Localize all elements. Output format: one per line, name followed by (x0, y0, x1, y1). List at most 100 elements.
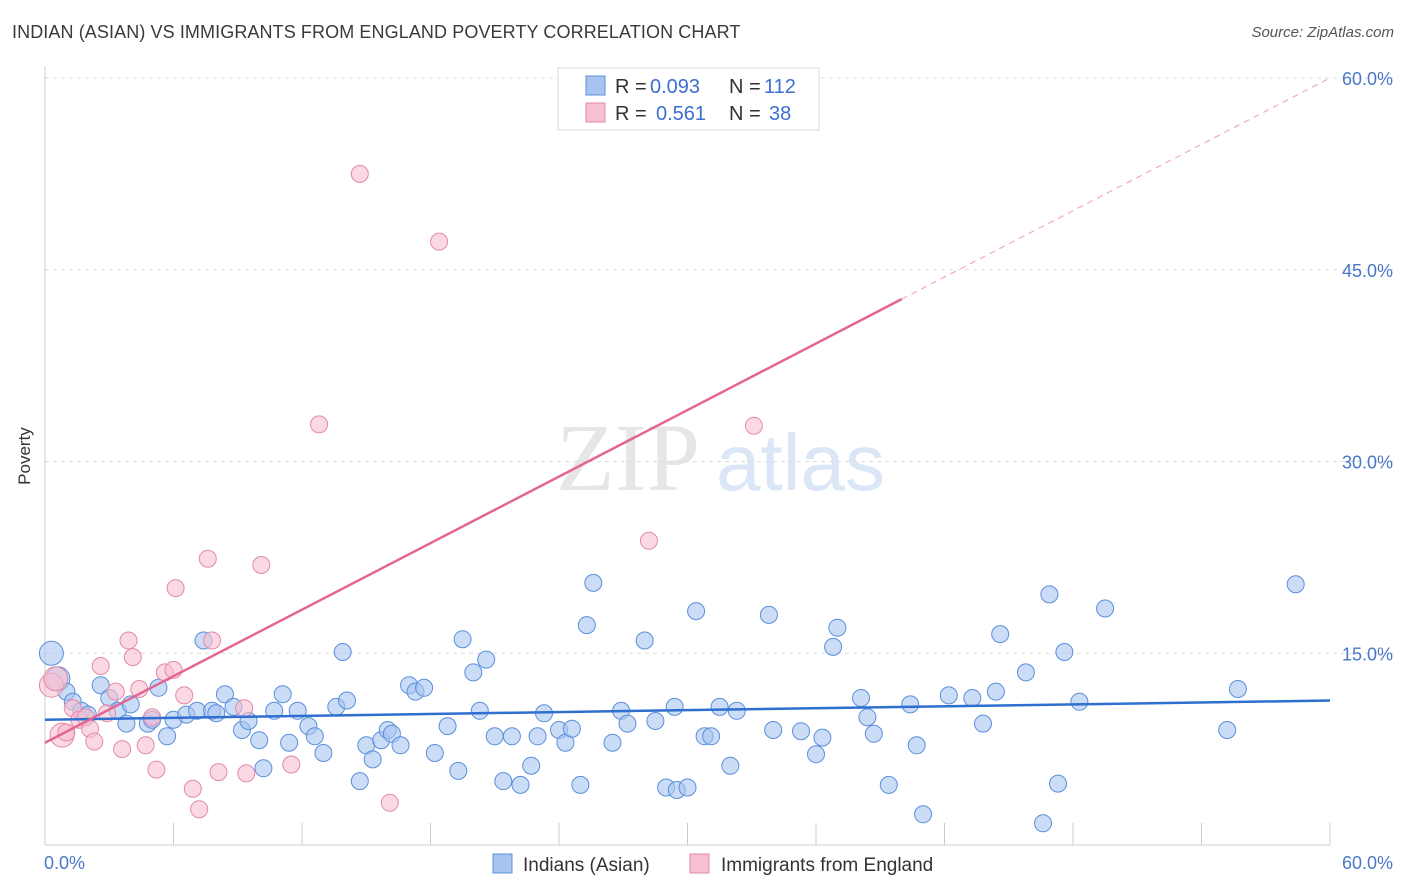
indians-point-57 (511, 775, 530, 794)
england-point-34 (380, 793, 399, 812)
indians-point-104 (1049, 774, 1067, 793)
england-point-32 (310, 415, 329, 434)
indians-point-85 (807, 745, 825, 764)
england-point-25 (198, 549, 217, 568)
indians-point-51 (464, 663, 483, 682)
england-point-11 (106, 682, 125, 701)
indians-point-82 (759, 605, 778, 624)
indians-point-103 (1040, 585, 1059, 604)
series-immigrants-from-england (38, 164, 763, 819)
indians-point-39 (363, 750, 382, 769)
indians-point-90 (858, 708, 877, 727)
legend-n-value-england: 38 (769, 103, 791, 125)
legend-n-label-indians: N = (729, 76, 761, 98)
indians-point-94 (907, 736, 926, 755)
indians-point-58 (522, 756, 541, 775)
indians-point-79 (710, 697, 729, 716)
indians-point-49 (449, 761, 468, 780)
indians-point-75 (678, 778, 697, 797)
indians-point-105 (1055, 643, 1074, 661)
indians-point-21 (215, 685, 234, 704)
indians-point-54 (485, 727, 504, 746)
y-tick-label-1: 30.0% (1342, 453, 1393, 473)
indians-point-63 (562, 719, 581, 738)
y-tick-labels: 15.0% 30.0% 45.0% 60.0% (1342, 69, 1393, 664)
indians-point-65 (577, 616, 596, 635)
y-tick-label-3: 60.0% (1342, 69, 1393, 89)
y-tick-label-2: 45.0% (1342, 261, 1393, 281)
indians-point-98 (974, 714, 992, 733)
indians-point-53 (477, 650, 496, 669)
indians-point-92 (879, 775, 898, 794)
indians-point-110 (1286, 575, 1305, 594)
watermark-atlas: atlas (716, 418, 885, 507)
watermark: ZIP atlas (556, 404, 885, 511)
legend-swatch-england (585, 102, 606, 123)
indians-point-47 (425, 744, 444, 762)
indians-point-107 (1096, 599, 1115, 618)
trend-lines (44, 77, 1331, 744)
y-axis-title: Poverty (15, 427, 34, 485)
indians-point-83 (764, 721, 783, 739)
source-label: Source: ZipAtlas.com (1251, 24, 1394, 41)
england-point-22 (175, 686, 194, 705)
indians-point-25 (250, 731, 269, 750)
bottom-legend-label-indians: Indians (Asian) (523, 855, 650, 876)
england-point-23 (183, 779, 202, 798)
indians-point-78 (702, 727, 721, 746)
indians-point-28 (273, 685, 292, 704)
legend-r-label-indians: R = (615, 76, 647, 98)
england-point-9 (91, 657, 110, 675)
indians-point-67 (603, 733, 622, 752)
indians-point-91 (864, 724, 883, 743)
indians-point-93 (901, 695, 920, 714)
series-legend: Indians (Asian) Immigrants from England (492, 853, 933, 876)
y-tick-label-0: 15.0% (1342, 644, 1393, 664)
indians-point-87 (824, 637, 843, 656)
indians-point-32 (305, 727, 324, 746)
england-point-27 (209, 763, 228, 782)
indians-point-102 (1034, 814, 1052, 833)
indians-point-52 (470, 701, 489, 720)
indians-point-48 (438, 717, 457, 736)
england-point-28 (235, 699, 254, 718)
indians-point-97 (963, 689, 982, 707)
england-point-35 (430, 232, 449, 251)
england-point-13 (119, 631, 138, 650)
indians-point-84 (792, 722, 810, 741)
indians-point-71 (646, 712, 665, 730)
indians-point-86 (813, 728, 832, 747)
indians-point-46 (415, 678, 434, 697)
indians-point-88 (828, 618, 847, 637)
indians-point-64 (571, 775, 590, 794)
trend-line-indians (44, 699, 1331, 721)
indians-point-14 (158, 727, 177, 746)
indians-point-6 (91, 676, 110, 695)
legend-swatch-indians (585, 75, 606, 96)
indians-point-100 (991, 625, 1010, 644)
indians-point-0 (38, 640, 64, 666)
england-point-29 (237, 764, 256, 783)
trend-line-england (44, 298, 903, 744)
indians-point-29 (280, 733, 299, 752)
stats-legend: R = 0.093 N = 112 R = 0.561 N = 38 (557, 67, 820, 131)
indians-point-37 (350, 772, 369, 791)
trend-line-england-extension (901, 77, 1331, 300)
indians-point-50 (453, 630, 472, 649)
indians-point-106 (1070, 692, 1089, 711)
england-point-26 (203, 631, 222, 650)
indians-point-80 (721, 756, 740, 775)
bottom-legend-swatch-indians (492, 853, 513, 874)
indians-point-20 (207, 704, 226, 723)
indians-point-95 (914, 805, 933, 824)
indians-point-99 (986, 682, 1005, 701)
england-point-21 (166, 579, 185, 598)
indians-point-43 (391, 736, 410, 755)
indians-point-70 (635, 631, 654, 650)
england-point-18 (147, 760, 166, 779)
england-point-1 (43, 666, 69, 692)
england-point-24 (190, 800, 209, 819)
indians-point-36 (338, 691, 356, 710)
england-point-14 (123, 648, 142, 667)
